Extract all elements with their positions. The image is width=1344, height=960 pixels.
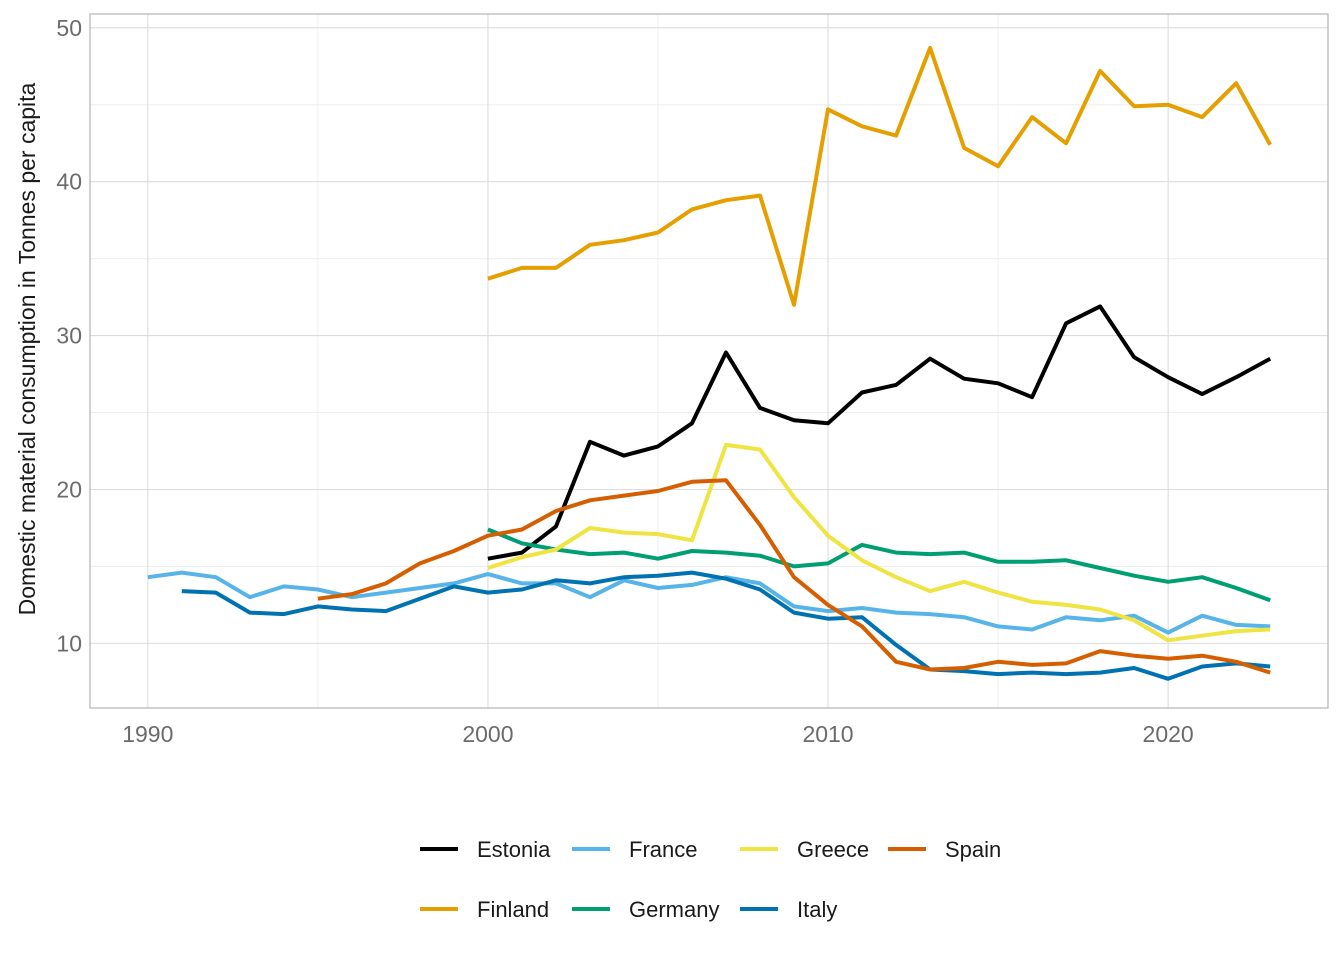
series-line-italy [181,570,1271,681]
x-axis-ticks: 1990 2000 2010 2020 [122,721,1194,747]
legend-item-finland: Finland [420,897,549,922]
legend-item-greece: Greece [740,837,869,862]
legend-item-italy: Italy [740,897,837,922]
x-tick-label: 2020 [1143,721,1194,747]
plot-panel-border [89,13,1329,709]
y-tick-label: 20 [56,476,82,502]
y-tick-label: 50 [56,15,82,41]
y-tick-label: 40 [56,169,82,195]
legend-item-spain: Spain [888,837,1001,862]
series-line-germany [487,527,1271,603]
legend-label: France [629,837,697,862]
legend-label: Finland [477,897,549,922]
legend-item-france: France [572,837,697,862]
legend: Estonia France Greece Spain Finland Germany It… [420,837,1001,922]
series-lines [147,45,1272,681]
series-line-spain [317,478,1271,675]
series-line-greece [487,442,1271,643]
x-tick-label: 1990 [122,721,173,747]
y-tick-label: 10 [56,630,82,656]
legend-item-estonia: Estonia [420,837,551,862]
legend-label: Germany [629,897,719,922]
series-line-estonia [487,304,1272,561]
y-axis-ticks: 10 20 30 40 50 [56,15,82,657]
y-axis-title: Domestic material consumption in Tonnes … [14,82,40,615]
x-tick-label: 2000 [462,721,513,747]
legend-label: Estonia [477,837,551,862]
y-tick-label: 30 [56,323,82,349]
series-line-finland [487,45,1272,307]
legend-label: Italy [797,897,837,922]
series-line-france [147,570,1271,635]
legend-label: Spain [945,837,1001,862]
legend-label: Greece [797,837,869,862]
legend-item-germany: Germany [572,897,719,922]
x-tick-label: 2010 [802,721,853,747]
